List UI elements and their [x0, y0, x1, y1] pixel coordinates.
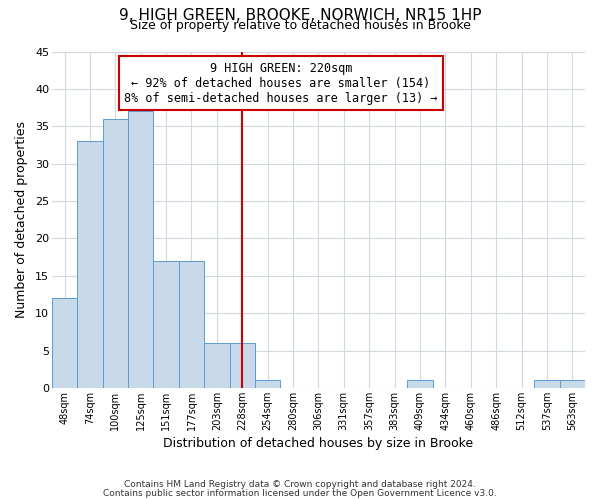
Bar [255, 380, 280, 388]
Bar [560, 380, 585, 388]
Bar [128, 112, 154, 388]
Bar [103, 119, 128, 388]
Text: Contains public sector information licensed under the Open Government Licence v3: Contains public sector information licen… [103, 488, 497, 498]
Bar [154, 261, 179, 388]
Bar [230, 343, 255, 388]
Text: 9 HIGH GREEN: 220sqm
← 92% of detached houses are smaller (154)
8% of semi-detac: 9 HIGH GREEN: 220sqm ← 92% of detached h… [124, 62, 438, 104]
Text: Size of property relative to detached houses in Brooke: Size of property relative to detached ho… [130, 19, 470, 32]
Bar [534, 380, 560, 388]
X-axis label: Distribution of detached houses by size in Brooke: Distribution of detached houses by size … [163, 437, 473, 450]
Bar [179, 261, 204, 388]
Bar [204, 343, 230, 388]
Text: Contains HM Land Registry data © Crown copyright and database right 2024.: Contains HM Land Registry data © Crown c… [124, 480, 476, 489]
Bar [407, 380, 433, 388]
Bar [52, 298, 77, 388]
Text: 9, HIGH GREEN, BROOKE, NORWICH, NR15 1HP: 9, HIGH GREEN, BROOKE, NORWICH, NR15 1HP [119, 8, 481, 22]
Bar [77, 141, 103, 388]
Y-axis label: Number of detached properties: Number of detached properties [15, 121, 28, 318]
